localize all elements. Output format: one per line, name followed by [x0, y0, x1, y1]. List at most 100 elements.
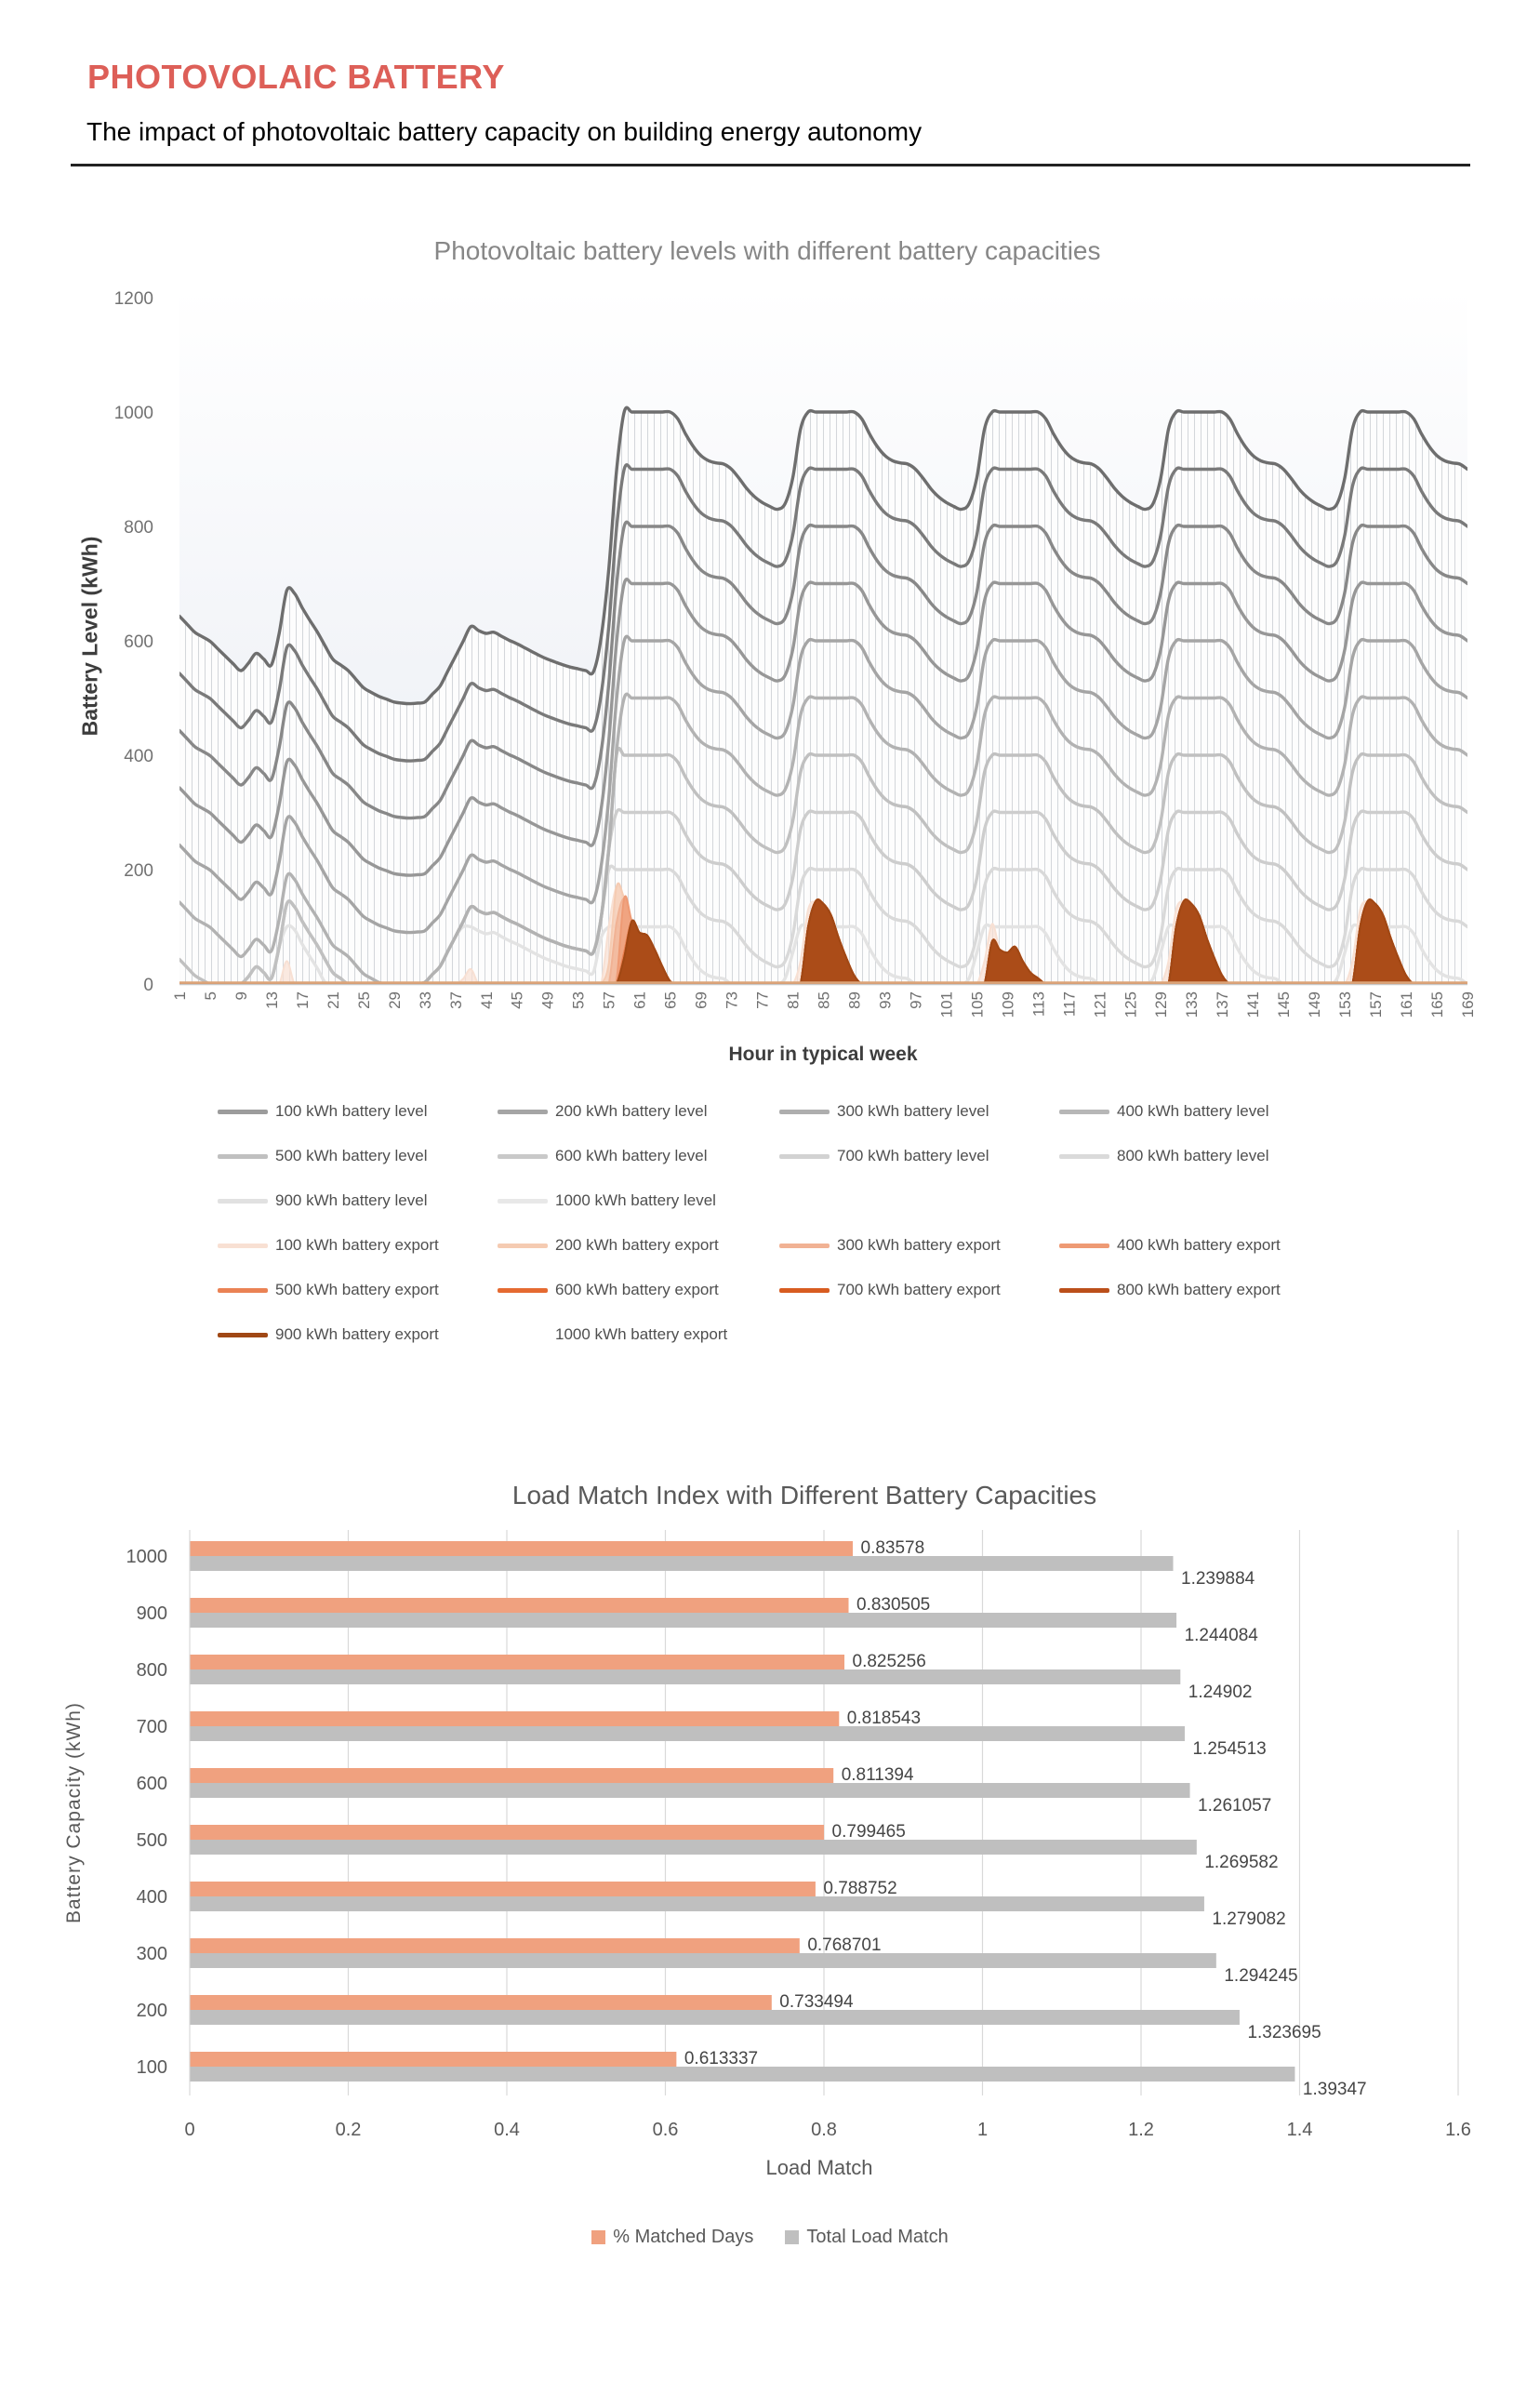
- legend-swatch: [779, 1109, 830, 1114]
- load-match-chart-title: Load Match Index with Different Battery …: [511, 1481, 1097, 1510]
- x-tick: 153: [1336, 991, 1354, 1018]
- legend-item: 700 kWh battery level: [779, 1147, 989, 1165]
- bar-matched-days-500: [190, 1825, 825, 1840]
- x-tick: 5: [202, 991, 219, 1000]
- y-tick: 800: [124, 518, 153, 538]
- plot-area: [179, 406, 1467, 984]
- document-subtitle: The impact of photovoltaic battery capac…: [86, 117, 923, 146]
- export-area-900kwh: [179, 898, 1467, 984]
- x-tick: 121: [1091, 991, 1109, 1018]
- legend-label: 500 kWh battery export: [275, 1281, 439, 1298]
- bar-total-load-match-100: [190, 2067, 1295, 2082]
- bar-total-load-match-800: [190, 1669, 1181, 1684]
- legend-label: % Matched Days: [613, 2227, 754, 2247]
- x-tick: 29: [386, 991, 404, 1009]
- legend-item: 600 kWh battery export: [498, 1281, 719, 1299]
- x-tick: 73: [724, 991, 741, 1009]
- bar-value-label: 0.788752: [823, 1879, 896, 1898]
- bar-total-load-match-200: [190, 2010, 1240, 2025]
- x-tick: 61: [631, 991, 649, 1009]
- legend-item: 800 kWh battery export: [1059, 1281, 1281, 1299]
- level-line-900kwh: [179, 463, 1467, 763]
- legend-swatch: [218, 1198, 268, 1204]
- legend-item: 1000 kWh battery export: [498, 1325, 727, 1344]
- header-divider: [71, 164, 1470, 166]
- x-tick: 149: [1306, 991, 1323, 1018]
- legend-label: 400 kWh battery level: [1117, 1102, 1269, 1120]
- x-tick: 165: [1428, 991, 1446, 1018]
- bar-value-label: 1.279082: [1212, 1909, 1285, 1929]
- bar-value-label: 0.830505: [856, 1595, 930, 1615]
- legend-label: 600 kWh battery level: [555, 1147, 708, 1164]
- load-match-x-axis-title: Load Match: [765, 2156, 873, 2179]
- x-tick: 157: [1367, 991, 1385, 1018]
- bar-value-label: 0.613337: [684, 2049, 758, 2068]
- x-tick: 45: [509, 991, 526, 1009]
- legend-item: 500 kWh battery level: [218, 1147, 427, 1165]
- x-tick: 105: [968, 991, 986, 1018]
- bar-value-label: 1.244084: [1185, 1626, 1259, 1645]
- bar-matched-days-800: [190, 1655, 845, 1669]
- legend-swatch: [498, 1243, 548, 1248]
- category-label: 200: [137, 2001, 167, 2021]
- legend-swatch: [1059, 1243, 1109, 1248]
- bar-value-label: 1.24902: [1188, 1683, 1253, 1702]
- battery-level-chart: 0 200 400 600 800 1000 1200 1 5 9 13 17 21 25 29 33 37 41…: [114, 288, 1477, 1018]
- x-tick: 101: [937, 991, 955, 1018]
- document-title: PHOTOVOLAIC BATTERY: [87, 58, 505, 96]
- legend-label: 800 kWh battery level: [1117, 1147, 1269, 1164]
- y-tick: 1000: [114, 404, 153, 423]
- legend-swatch: [218, 1287, 268, 1293]
- bar-matched-days-300: [190, 1938, 800, 1953]
- legend-swatch: [785, 2230, 800, 2244]
- legend-item: 300 kWh battery export: [779, 1236, 1001, 1255]
- level-line-300kwh: [179, 807, 1467, 984]
- x-tick: 49: [539, 991, 557, 1009]
- bar-matched-days-900: [190, 1598, 849, 1613]
- bar-matched-days-700: [190, 1711, 840, 1726]
- bar-total-load-match-700: [190, 1726, 1185, 1741]
- level-line-600kwh: [179, 634, 1467, 935]
- legend-item: 100 kWh battery level: [218, 1102, 427, 1121]
- category-label: 600: [137, 1774, 167, 1794]
- x-tick: 65: [662, 991, 680, 1009]
- x-tick: 145: [1275, 991, 1293, 1018]
- bar-value-label: 0.811394: [842, 1765, 914, 1785]
- x-tick: 137: [1214, 991, 1231, 1018]
- level-area-hatch: [179, 407, 1467, 984]
- load-match-y-axis-title: Battery Capacity (kWh): [63, 1702, 85, 1923]
- category-label: 800: [137, 1660, 167, 1681]
- x-tick: 93: [876, 991, 894, 1009]
- legend-swatch: [218, 1332, 268, 1337]
- x-tick: 53: [570, 991, 588, 1009]
- legend-label: 900 kWh battery export: [275, 1325, 439, 1343]
- legend-swatch: [498, 1198, 548, 1204]
- battery-chart-title: Photovoltaic battery levels with differe…: [433, 236, 1101, 265]
- battery-chart-y-axis-title: Battery Level (kWh): [77, 536, 102, 737]
- legend-item: 100 kWh battery export: [218, 1236, 439, 1255]
- bar-value-label: 0.83578: [861, 1538, 925, 1558]
- x-tick: 113: [1029, 991, 1047, 1017]
- x-tick: 81: [785, 991, 803, 1009]
- bar-value-label: 0.818543: [847, 1709, 921, 1728]
- level-line-400kwh: [179, 746, 1467, 984]
- legend-swatch: [498, 1287, 548, 1293]
- x-tick: 69: [693, 991, 710, 1009]
- legend-label: 1000 kWh battery level: [555, 1191, 716, 1209]
- bar-matched-days-200: [190, 1995, 772, 2010]
- x-tick: 0.8: [811, 2120, 837, 2140]
- category-label: 700: [137, 1717, 167, 1737]
- legend-swatch: [218, 1243, 268, 1248]
- legend-label: 400 kWh battery export: [1117, 1236, 1281, 1254]
- x-tick: 1: [977, 2120, 988, 2140]
- bar-value-label: 1.294245: [1224, 1966, 1297, 1986]
- legend-label: 600 kWh battery export: [555, 1281, 719, 1298]
- x-tick: 141: [1244, 991, 1262, 1018]
- bar-value-label: 0.768701: [807, 1935, 881, 1955]
- legend-swatch: [218, 1153, 268, 1159]
- bar-total-load-match-600: [190, 1783, 1190, 1798]
- x-tick: 9: [232, 991, 250, 1000]
- legend-item: 800 kWh battery level: [1059, 1147, 1268, 1165]
- legend-label: 1000 kWh battery export: [555, 1325, 728, 1343]
- level-line-1000kwh: [179, 406, 1467, 706]
